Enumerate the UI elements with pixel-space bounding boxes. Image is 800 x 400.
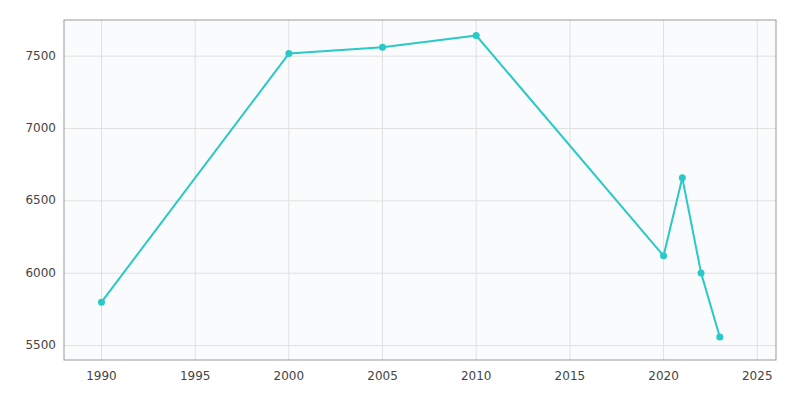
series bbox=[98, 32, 723, 341]
x-tick-label: 2005 bbox=[367, 369, 398, 383]
point bbox=[716, 333, 723, 340]
plot-frame bbox=[64, 20, 776, 360]
point bbox=[698, 269, 705, 276]
point bbox=[473, 32, 480, 39]
point bbox=[660, 252, 667, 259]
y-tick-label: 7000 bbox=[25, 121, 56, 135]
y-tick-label: 6500 bbox=[25, 193, 56, 207]
x-tick-label: 2000 bbox=[274, 369, 305, 383]
point bbox=[679, 174, 686, 181]
plot-area bbox=[64, 20, 776, 360]
y-tick-label: 6000 bbox=[25, 266, 56, 280]
x-tick-label: 2020 bbox=[648, 369, 679, 383]
point bbox=[98, 299, 105, 306]
x-tick-label: 1995 bbox=[180, 369, 211, 383]
grid-line-x bbox=[663, 20, 664, 360]
grid-line-y bbox=[64, 273, 776, 274]
tick-labels: 5500 6000 6500 7000 7500 1990 1995 2000 2005 2010… bbox=[25, 49, 772, 383]
grid-line-x bbox=[757, 20, 758, 360]
grid bbox=[64, 20, 776, 360]
point bbox=[285, 50, 292, 57]
grid-line-x bbox=[382, 20, 383, 360]
grid-line-x bbox=[195, 20, 196, 360]
point bbox=[379, 44, 386, 51]
grid-line-x bbox=[101, 20, 102, 360]
x-tick-label: 1990 bbox=[86, 369, 117, 383]
y-tick-label: 7500 bbox=[25, 49, 56, 63]
x-tick-label: 2010 bbox=[461, 369, 492, 383]
grid-line-x bbox=[569, 20, 570, 360]
grid-line-x bbox=[288, 20, 289, 360]
grid-line-y bbox=[64, 200, 776, 201]
line bbox=[101, 35, 719, 337]
grid-line-y bbox=[64, 345, 776, 346]
y-tick-label: 5500 bbox=[25, 338, 56, 352]
x-tick-label: 2015 bbox=[555, 369, 586, 383]
grid-line-y bbox=[64, 128, 776, 129]
x-tick-label: 2025 bbox=[742, 369, 773, 383]
chart: 5500 6000 6500 7000 7500 1990 1995 2000 2005 2010… bbox=[0, 0, 800, 400]
grid-line-y bbox=[64, 56, 776, 57]
grid-line-x bbox=[476, 20, 477, 360]
